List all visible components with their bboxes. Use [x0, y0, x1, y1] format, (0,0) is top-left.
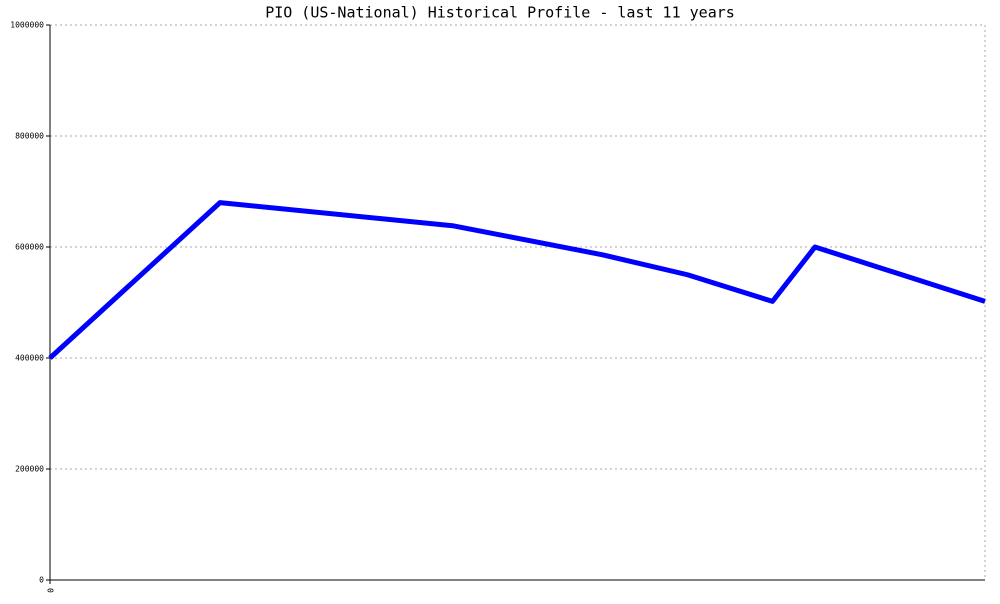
y-tick-label: 0: [39, 576, 44, 585]
y-tick-label: 1000000: [10, 21, 44, 30]
chart-title: PIO (US-National) Historical Profile - l…: [265, 4, 735, 22]
data-line: [48, 200, 986, 360]
y-tick-label: 200000: [15, 465, 44, 474]
y-tick-label: 800000: [15, 132, 44, 141]
x-tick-label: 0: [46, 588, 55, 593]
y-tick-label: 600000: [15, 243, 44, 252]
y-tick-label: 400000: [15, 354, 44, 363]
